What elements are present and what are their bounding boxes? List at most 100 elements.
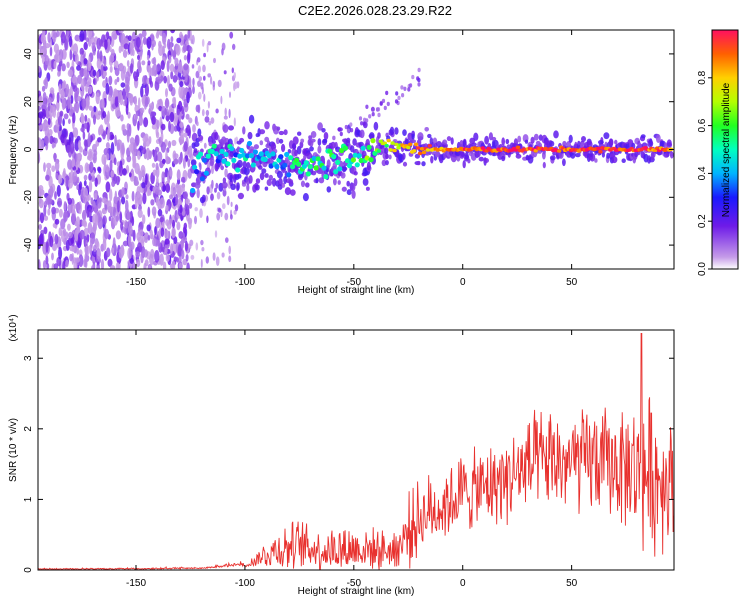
spectrogram-cell	[120, 68, 126, 81]
spectrogram-cell	[427, 133, 432, 139]
spectrogram-cell	[152, 186, 156, 194]
spectrogram-cell	[122, 128, 128, 136]
spectrogram-cell	[179, 138, 185, 144]
spectrogram-cell	[172, 49, 177, 60]
spectrogram-cell	[368, 157, 374, 163]
spectrogram-cell	[414, 153, 420, 159]
spectrogram-cell	[310, 131, 317, 138]
spectrogram-cell	[56, 184, 61, 197]
spectrogram-cell	[211, 165, 214, 175]
spectrogram-cell	[45, 255, 49, 265]
snr-line	[38, 333, 674, 570]
spectrogram-cell	[542, 150, 546, 160]
spectrogram-cell	[275, 137, 280, 144]
spectrogram-cell	[192, 124, 196, 133]
spectrogram-cell	[218, 207, 222, 213]
spectrogram-cell	[211, 139, 216, 144]
spectrogram-cell	[395, 91, 399, 96]
spectrogram-cell	[594, 158, 598, 163]
spectrogram-cell	[141, 147, 147, 155]
spectrogram-cell	[224, 168, 228, 178]
spectrogram-cell	[389, 126, 395, 136]
spectrogram-cell	[163, 75, 168, 84]
spectrogram-cell	[230, 201, 233, 207]
spectrogram-cell	[335, 159, 341, 165]
spectrogram-cell	[92, 78, 96, 85]
spectrogram-cell	[94, 177, 98, 187]
spectrogram-cell	[203, 52, 207, 58]
spectrogram-cell	[125, 194, 129, 200]
spectrogram-cell	[524, 139, 529, 144]
spectrogram-cell	[360, 121, 364, 126]
spectrogram-y-tick-label: 0	[23, 146, 34, 152]
spectrogram-cell	[129, 258, 134, 264]
spectrogram-cell	[109, 65, 113, 73]
spectrogram-cell	[606, 152, 610, 159]
spectrogram-cell	[76, 65, 81, 71]
spectrogram-cell	[43, 226, 48, 235]
spectrogram-cell	[217, 79, 222, 88]
snr-x-axis-label: Height of straight line (km)	[298, 586, 415, 597]
spectrogram-cell	[239, 137, 245, 143]
spectrogram-cell	[58, 246, 63, 260]
spectrogram-cell	[317, 138, 322, 146]
spectrogram-cell	[42, 91, 47, 103]
spectrogram-cell	[151, 162, 156, 168]
spectrogram-cell	[527, 155, 534, 164]
spectrogram-cell	[155, 217, 161, 229]
spectrogram-cell	[205, 153, 211, 159]
spectrogram-cell	[194, 207, 198, 212]
spectrogram-cell	[55, 54, 61, 63]
spectrogram-cell	[62, 261, 66, 269]
spectrogram-cell	[278, 130, 285, 136]
spectrogram-cell	[322, 138, 328, 144]
spectrogram-cell	[388, 148, 393, 152]
spectrogram-cell	[341, 166, 348, 171]
spectrogram-cell	[95, 240, 100, 251]
spectrogram-cell	[621, 158, 626, 163]
snr-y-tick-label: 3	[23, 355, 34, 361]
spectrogram-cell	[38, 105, 41, 112]
spectrogram-cell	[350, 157, 356, 163]
spectrogram-cell	[417, 67, 421, 73]
spectrogram-cell	[459, 140, 464, 149]
spectrogram-cell	[101, 154, 107, 165]
spectrogram-cell	[92, 69, 97, 77]
spectrogram-cell	[250, 162, 256, 168]
spectrogram-cell	[67, 96, 71, 110]
spectrogram-cell	[424, 127, 430, 132]
spectrogram-cell	[57, 174, 63, 185]
spectrogram-cell	[159, 197, 165, 209]
spectrogram-cell	[195, 70, 200, 79]
spectrogram-cell	[71, 213, 76, 225]
spectrogram-cell	[371, 112, 375, 117]
spectrogram-cell	[213, 151, 219, 157]
spectrogram-cell	[113, 206, 116, 218]
spectrogram-cell	[61, 81, 66, 91]
spectrogram-cell	[88, 56, 91, 68]
spectrogram-cell	[74, 103, 77, 112]
spectrogram-cell	[412, 149, 417, 153]
spectrogram-cell	[372, 150, 378, 156]
spectrogram-cell	[39, 233, 44, 246]
spectrogram-cell	[120, 114, 124, 122]
spectrogram-cell	[181, 249, 185, 260]
spectrogram-cell	[104, 204, 108, 210]
spectrogram-cell	[244, 153, 251, 159]
spectrogram-cell	[235, 167, 241, 173]
spectrogram-cell	[408, 142, 413, 147]
spectrogram-cell	[243, 167, 250, 176]
spectrogram-cell	[158, 182, 163, 188]
spectrogram-cell	[233, 210, 237, 215]
spectrogram-cell	[346, 189, 352, 196]
spectrogram-cell	[239, 147, 245, 154]
colorbar-ticks: 0.0 0.2 0.4 0.6 0.8	[697, 70, 712, 276]
spectrogram-cell	[186, 52, 191, 64]
spectrogram-cell	[125, 71, 131, 84]
spectrogram-cell	[176, 108, 180, 116]
spectrogram-y-ticks: 40 20 0 -20 -40	[23, 48, 674, 252]
spectrogram-cell	[287, 149, 292, 154]
spectrogram-cell	[165, 97, 169, 109]
spectrogram-cell	[102, 65, 108, 72]
spectrogram-cell	[365, 138, 370, 147]
